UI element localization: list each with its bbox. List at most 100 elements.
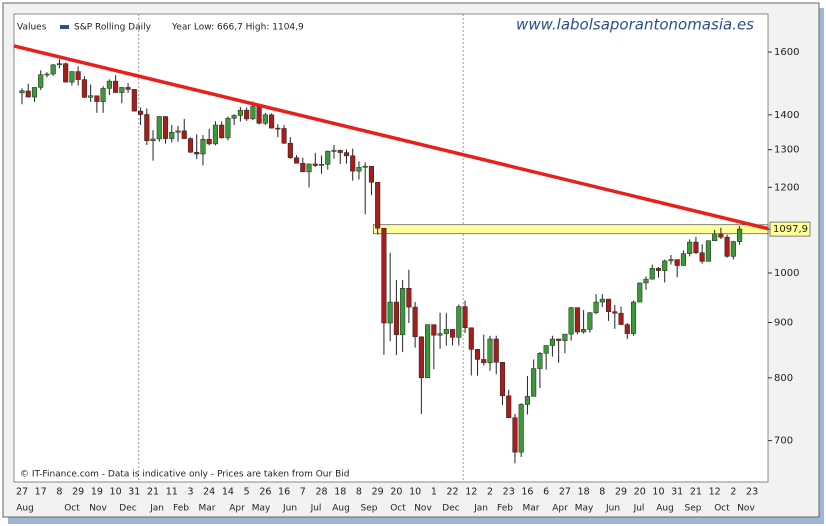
candle-body — [38, 74, 44, 88]
candle-body — [169, 132, 175, 139]
candle-body — [19, 90, 25, 94]
x-tick-label: 23 — [503, 487, 515, 498]
candle-body — [499, 362, 506, 397]
candle-body — [343, 152, 350, 157]
candle-body — [712, 233, 718, 241]
candle-body — [50, 64, 56, 75]
candle-body — [649, 268, 655, 280]
resistance-zone — [373, 224, 769, 235]
y-tick-label: 1000 — [774, 268, 799, 279]
candle-body — [312, 163, 318, 166]
candle-body — [75, 71, 81, 80]
x-month-label: May — [575, 504, 594, 514]
x-month-label: Dec — [442, 504, 459, 514]
y-tick-label: 1600 — [774, 47, 799, 58]
candle-body — [306, 163, 312, 173]
x-tick-label: 27 — [559, 487, 571, 498]
candle-body — [162, 116, 169, 139]
candle-body — [443, 329, 449, 334]
x-month-label: Apr — [552, 504, 568, 514]
x-month-label: Jul — [310, 504, 322, 514]
header-label: Values — [17, 23, 47, 33]
candle-body — [206, 139, 212, 145]
candle-body — [250, 106, 256, 120]
x-tick-label: 16 — [521, 487, 533, 498]
x-month-label: Sep — [685, 504, 702, 514]
candle-body — [418, 336, 424, 379]
candle-body — [574, 307, 580, 333]
candle-body — [94, 95, 100, 102]
candle-body — [581, 329, 587, 333]
candle-body — [356, 167, 362, 172]
candle-body — [275, 127, 281, 130]
x-month-label: Aug — [16, 504, 34, 514]
x-month-label: Aug — [332, 504, 350, 514]
candle-body — [724, 236, 730, 257]
subtitle: Year Low: 666,7 High: 1104,9 — [171, 23, 304, 33]
x-tick-label: 16 — [278, 487, 290, 498]
candle-body — [331, 150, 337, 152]
x-tick-label: 24 — [203, 487, 215, 498]
x-tick-label: 28 — [315, 487, 327, 498]
x-tick-label: 21 — [690, 487, 702, 498]
candle-body — [630, 301, 637, 334]
x-tick-label: 5 — [244, 487, 250, 498]
candle-body — [219, 124, 225, 139]
candle-body — [106, 80, 112, 89]
candle-body — [294, 157, 300, 164]
x-tick-label: 11 — [166, 487, 178, 498]
candle-body — [175, 130, 181, 133]
x-tick-label: 7 — [300, 487, 306, 498]
y-tick-label: 900 — [774, 317, 793, 328]
candle-body — [44, 73, 50, 76]
candle-body — [287, 142, 293, 158]
x-tick-label: 17 — [35, 487, 47, 498]
candle-body — [425, 324, 431, 379]
candle-body — [680, 253, 686, 266]
candle-body — [450, 329, 456, 338]
candle-body — [549, 338, 555, 346]
y-tick-label: 1300 — [774, 145, 799, 156]
candle-body — [212, 124, 218, 145]
candle-body — [375, 181, 381, 229]
x-tick-label: 2 — [487, 487, 493, 498]
candle-body — [350, 155, 356, 172]
candle-body — [512, 417, 518, 453]
candle-body — [138, 110, 144, 115]
x-month-label: Feb — [497, 504, 513, 514]
x-month-label: Nov — [414, 504, 432, 514]
x-month-label: Apr — [229, 504, 245, 514]
x-tick-label: 14 — [222, 487, 234, 498]
legend-swatch — [60, 25, 69, 29]
x-month-label: Jun — [282, 504, 297, 514]
x-month-label: Mar — [199, 504, 216, 514]
x-month-label: Nov — [89, 504, 107, 514]
candle-body — [412, 306, 418, 338]
candle-body — [144, 114, 150, 141]
candle-body — [406, 288, 412, 308]
candle-body — [200, 139, 206, 155]
x-tick-label: 8 — [599, 487, 605, 498]
candle-body — [187, 138, 194, 153]
candle-body — [431, 324, 437, 336]
candle-body — [69, 71, 75, 83]
candle-body — [593, 301, 599, 313]
candle-body — [462, 306, 468, 328]
candle-body — [237, 109, 243, 116]
x-tick-label: 21 — [147, 487, 159, 498]
candle-body — [88, 95, 94, 98]
x-tick-label: 29 — [372, 487, 384, 498]
x-tick-label: 18 — [334, 487, 346, 498]
candle-body — [518, 404, 524, 453]
candle-body — [231, 115, 237, 119]
x-month-label: Nov — [737, 504, 755, 514]
candle-body — [381, 227, 387, 324]
candle-body — [474, 349, 481, 360]
candle-body — [131, 89, 137, 112]
candle-body — [318, 164, 325, 166]
x-tick-label: 29 — [72, 487, 84, 498]
x-month-label: Dec — [119, 504, 136, 514]
candle-body — [537, 352, 543, 369]
x-tick-label: 12 — [465, 487, 477, 498]
